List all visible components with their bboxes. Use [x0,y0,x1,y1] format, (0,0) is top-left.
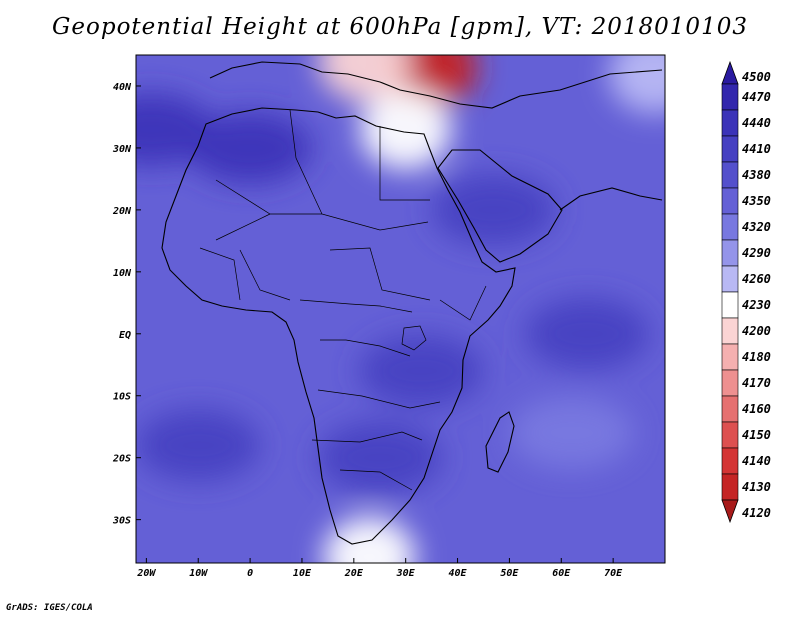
x-tick-label: 60E [552,568,571,579]
madagascar-coastline [485,411,515,473]
colorbar-segment [721,395,739,423]
y-tick-label: 20N [112,206,132,217]
field-feature-7 [431,173,556,246]
y-tick-label: 30S [112,516,131,527]
field-feature-8 [359,334,484,407]
colorbar-segment [721,291,739,319]
colorbar-segment [721,239,739,267]
colorbar: 4500 4470 4440 4410 4380 4350 4320 4290 4260 4230… [721,60,771,524]
arabia-coastline [437,149,563,263]
field-feature-4 [323,516,416,563]
y-tick-label: 10N [113,268,132,279]
field-feature-1 [359,89,452,170]
coastlines [161,61,663,545]
country-borders [199,109,487,491]
colorbar-segment [721,265,739,293]
y-tick-label: 40N [113,82,132,93]
x-tick-label: 50E [500,568,519,579]
field-feature-2 [318,55,411,102]
colorbar-top-arrow [721,60,739,85]
x-tick-label: 10W [189,568,208,579]
field-feature-9 [525,297,650,370]
colorbar-label: 4290 [742,246,771,260]
colorbar-segment [721,369,739,397]
colorbar-segment [721,473,739,501]
colorbar-segment [721,135,739,163]
colorbar-segment [721,161,739,189]
colorbar-label: 4120 [742,506,771,520]
colorbar-label: 4470 [742,90,771,104]
x-tick-label: 0 [247,568,253,579]
colorbar-segment [721,317,739,345]
x-tick-label: 40E [449,568,468,579]
colorbar-segment [721,447,739,475]
x-tick-label: 10E [293,568,312,579]
colorbar-label: 4230 [742,298,771,312]
x-tick-label: 20E [344,568,364,579]
colorbar-label: 4140 [742,454,771,468]
colorbar-label: 4320 [742,220,771,234]
lake-victoria [401,325,427,351]
colorbar-label: 4260 [742,272,771,286]
plot-frame [135,54,666,564]
colorbar-label: 4130 [742,480,771,494]
field-feature-6 [188,111,313,184]
y-tick-label: 30N [112,144,132,155]
colorbar-label: 4500 [742,70,771,84]
colorbar-label: 4410 [742,142,771,156]
colorbar-label: 4380 [742,168,771,182]
y-axis-ticks: 40N 30N 20N 10N EQ 10S 20S 30S [112,82,141,527]
colorbar-label: 4350 [742,194,771,208]
field-feature-3 [608,55,665,114]
border-lines [199,109,487,491]
y-tick-label: 10S [113,392,131,403]
colorbar-segment [721,109,739,137]
colorbar-segment [721,83,739,111]
colorbar-label: 4200 [742,324,771,338]
colorbar-bottom-arrow [721,499,739,524]
field-feature-11 [317,421,442,494]
colorbar-label: 4150 [742,428,771,442]
europe-coastline [209,61,663,109]
colorbar-label: 4180 [742,350,771,364]
colorbar-label: 4440 [742,116,771,130]
colorbar-segment [721,213,739,241]
x-tick-label: 20W [136,568,156,579]
africa-coastline [161,107,516,545]
field-feature-12 [509,396,634,469]
grads-credit: GrADS: IGES/COLA [6,603,93,613]
x-axis-ticks: 20W 10W 0 10E 20E 30E 40E 50E 60E 70E [136,558,623,579]
x-tick-label: 70E [604,568,623,579]
y-tick-label: 20S [112,454,131,465]
colorbar-segment [721,343,739,371]
colorbar-segment [721,421,739,449]
field-feature-10 [136,409,261,482]
asia-coastline [559,187,663,211]
map-title: Geopotential Height at 600hPa [gpm], VT:… [52,14,748,40]
x-tick-label: 30E [396,568,416,579]
y-tick-label: EQ [119,330,131,341]
colorbar-label: 4160 [742,402,771,416]
colorbar-segment [721,187,739,215]
height-field [136,55,665,563]
colorbar-label: 4170 [742,376,771,390]
